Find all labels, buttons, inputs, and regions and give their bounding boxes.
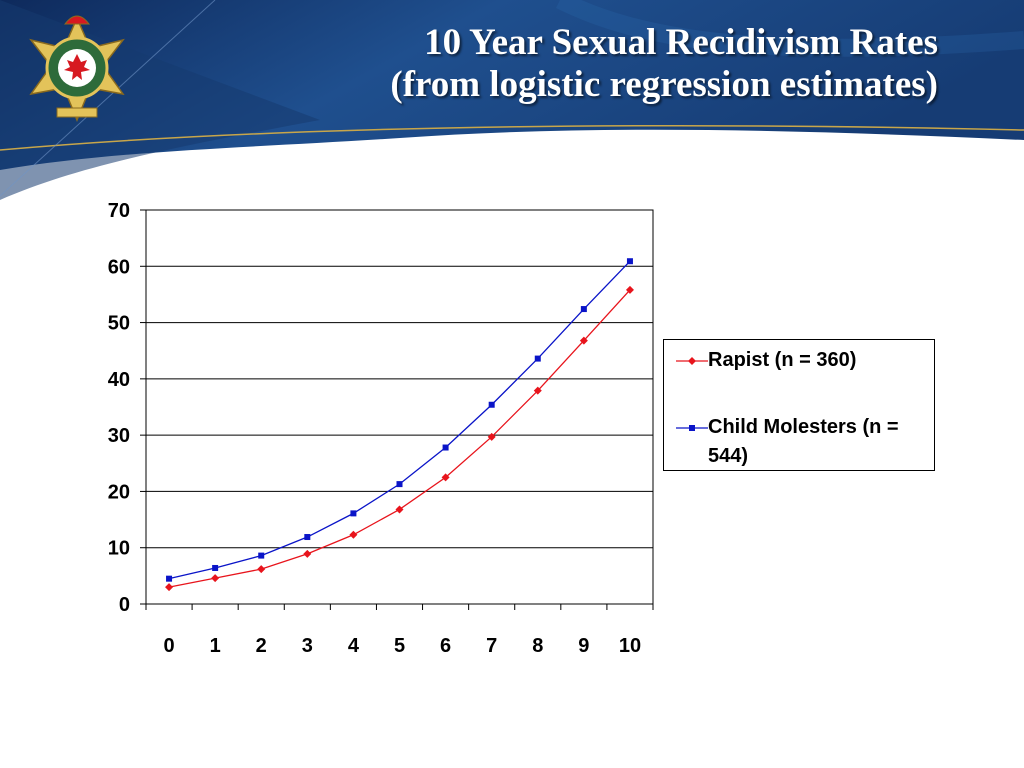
data-point-diamond <box>579 336 588 345</box>
data-point-diamond <box>625 285 634 294</box>
x-tick-label: 4 <box>348 635 360 657</box>
data-point-diamond <box>303 549 312 558</box>
data-point-diamond <box>533 386 542 395</box>
data-point-diamond <box>349 530 358 539</box>
y-tick-label: 60 <box>108 256 130 278</box>
data-point-diamond <box>211 574 220 583</box>
data-point-square <box>396 481 403 488</box>
title-line-2: (from logistic regression estimates) <box>390 64 938 105</box>
x-tick-label: 0 <box>163 635 174 657</box>
x-tick-label: 8 <box>532 635 543 657</box>
data-point-diamond <box>165 583 174 592</box>
legend-label-child-molesters: Child Molesters (n = 544) <box>708 416 899 467</box>
data-point-diamond <box>441 473 450 482</box>
plot-area-border <box>145 209 654 605</box>
x-tick-label: 1 <box>210 635 221 657</box>
y-tick-label: 20 <box>108 481 130 503</box>
chart-legend: Rapist (n = 360) Child Molesters (n = 54… <box>663 339 935 471</box>
data-point-square <box>626 258 633 265</box>
x-tick-labels: 0 1 2 3 4 5 6 7 8 9 10 <box>163 635 641 657</box>
y-tick-label: 40 <box>108 369 130 391</box>
data-point-square <box>350 510 357 517</box>
correctional-service-canada-badge-icon <box>29 15 125 122</box>
x-tick-label: 9 <box>578 635 589 657</box>
legend-key-child-molesters <box>676 425 708 431</box>
data-point-square <box>580 306 587 313</box>
gridlines <box>146 209 653 549</box>
x-tick-label: 2 <box>256 635 267 657</box>
data-point-square <box>488 401 495 408</box>
y-tick-label: 50 <box>108 313 130 335</box>
x-tick-label: 7 <box>486 635 497 657</box>
data-point-square <box>166 575 173 582</box>
x-tick-label: 10 <box>619 635 641 657</box>
legend-label-rapist: Rapist (n = 360) <box>708 349 857 371</box>
slide-title: 10 Year Sexual Recidivism Rates (from lo… <box>230 22 938 106</box>
y-tick-label: 70 <box>108 200 130 222</box>
x-tick-label: 5 <box>394 635 405 657</box>
data-point-square <box>212 564 219 571</box>
data-point-square <box>534 355 541 362</box>
data-point-diamond <box>257 565 266 574</box>
data-point-square <box>442 444 449 451</box>
y-tick-labels: 0 10 20 30 40 50 60 70 <box>108 200 130 616</box>
x-tick-label: 3 <box>302 635 313 657</box>
data-point-square <box>304 534 311 541</box>
y-tick-label: 30 <box>108 425 130 447</box>
title-line-1: 10 Year Sexual Recidivism Rates <box>424 22 938 63</box>
series <box>165 258 634 592</box>
series-line-1 <box>168 260 631 580</box>
data-point-diamond <box>487 432 496 441</box>
slide-header-background <box>0 0 1024 200</box>
data-point-diamond <box>395 505 404 514</box>
axes <box>140 209 654 610</box>
data-point-square <box>258 552 265 559</box>
x-tick-label: 6 <box>440 635 451 657</box>
y-tick-label: 0 <box>119 594 130 616</box>
y-tick-label: 10 <box>108 538 130 560</box>
legend-key-rapist <box>676 357 708 365</box>
